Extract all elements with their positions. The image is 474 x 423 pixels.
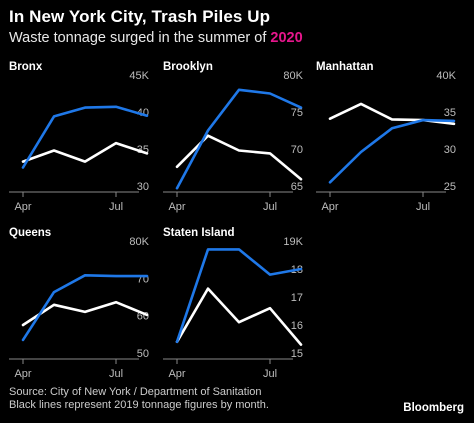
y-tick-label: 19K: [283, 236, 303, 248]
panel-title: Queens: [9, 227, 51, 239]
series-line-2019: [21, 141, 149, 163]
x-tick-label: Jul: [263, 368, 277, 380]
y-tick-label: 75: [291, 107, 303, 119]
series-line-2019: [175, 287, 303, 346]
x-tick-label: Apr: [168, 201, 185, 213]
x-tick-label: Jul: [416, 201, 430, 213]
footnote-line: Black lines represent 2019 tonnage figur…: [9, 399, 269, 411]
chart-panel: Brooklyn 65 70 75 80K Apr Jul: [163, 61, 304, 213]
series-line-2020: [21, 273, 149, 342]
x-tick-label: Apr: [14, 368, 31, 380]
panel-title: Staten Island: [163, 227, 235, 239]
y-tick-label: 40K: [436, 70, 456, 82]
x-tick-label: Jul: [263, 201, 277, 213]
series-line-2019: [21, 300, 149, 327]
y-tick-label: 25: [444, 181, 456, 193]
y-tick-label: 80K: [283, 70, 303, 82]
source-line: Source: City of New York / Department of…: [9, 386, 262, 398]
y-tick-label: 16: [291, 320, 303, 332]
y-tick-label: 17: [291, 292, 303, 304]
y-tick-label: 80K: [129, 236, 149, 248]
x-tick-label: Apr: [168, 368, 185, 380]
subtitle-highlight-year: 2020: [270, 30, 303, 46]
subtitle-text: Waste tonnage surged in the summer of: [9, 30, 271, 46]
series-line-2020: [328, 118, 456, 184]
chart-panel: Manhattan 25 30 35 40K Apr Jul: [316, 61, 457, 213]
y-tick-label: 15: [291, 348, 303, 360]
y-tick-label: 35: [444, 107, 456, 119]
series-line-2020: [175, 88, 303, 190]
y-tick-label: 65: [291, 181, 303, 193]
chart-subtitle: Waste tonnage surged in the summer of 20…: [9, 30, 303, 46]
series-line-2020: [175, 248, 303, 344]
series-line-2019: [175, 134, 303, 181]
y-tick-label: 45K: [129, 70, 149, 82]
series-line-2020: [21, 105, 149, 169]
x-tick-label: Jul: [109, 368, 123, 380]
y-tick-label: 30: [444, 144, 456, 156]
x-tick-label: Apr: [321, 201, 338, 213]
source-note: Source: City of New York / Department of…: [9, 386, 269, 412]
panel-title: Manhattan: [316, 61, 374, 73]
bloomberg-logo: Bloomberg: [403, 402, 464, 414]
chart-title: In New York City, Trash Piles Up: [9, 7, 271, 26]
panel-title: Brooklyn: [163, 61, 213, 73]
x-tick-label: Jul: [109, 201, 123, 213]
panel-title: Bronx: [9, 61, 43, 73]
y-tick-label: 30: [137, 181, 149, 193]
y-tick-label: 50: [137, 348, 149, 360]
y-tick-label: 70: [291, 144, 303, 156]
x-tick-label: Apr: [14, 201, 31, 213]
